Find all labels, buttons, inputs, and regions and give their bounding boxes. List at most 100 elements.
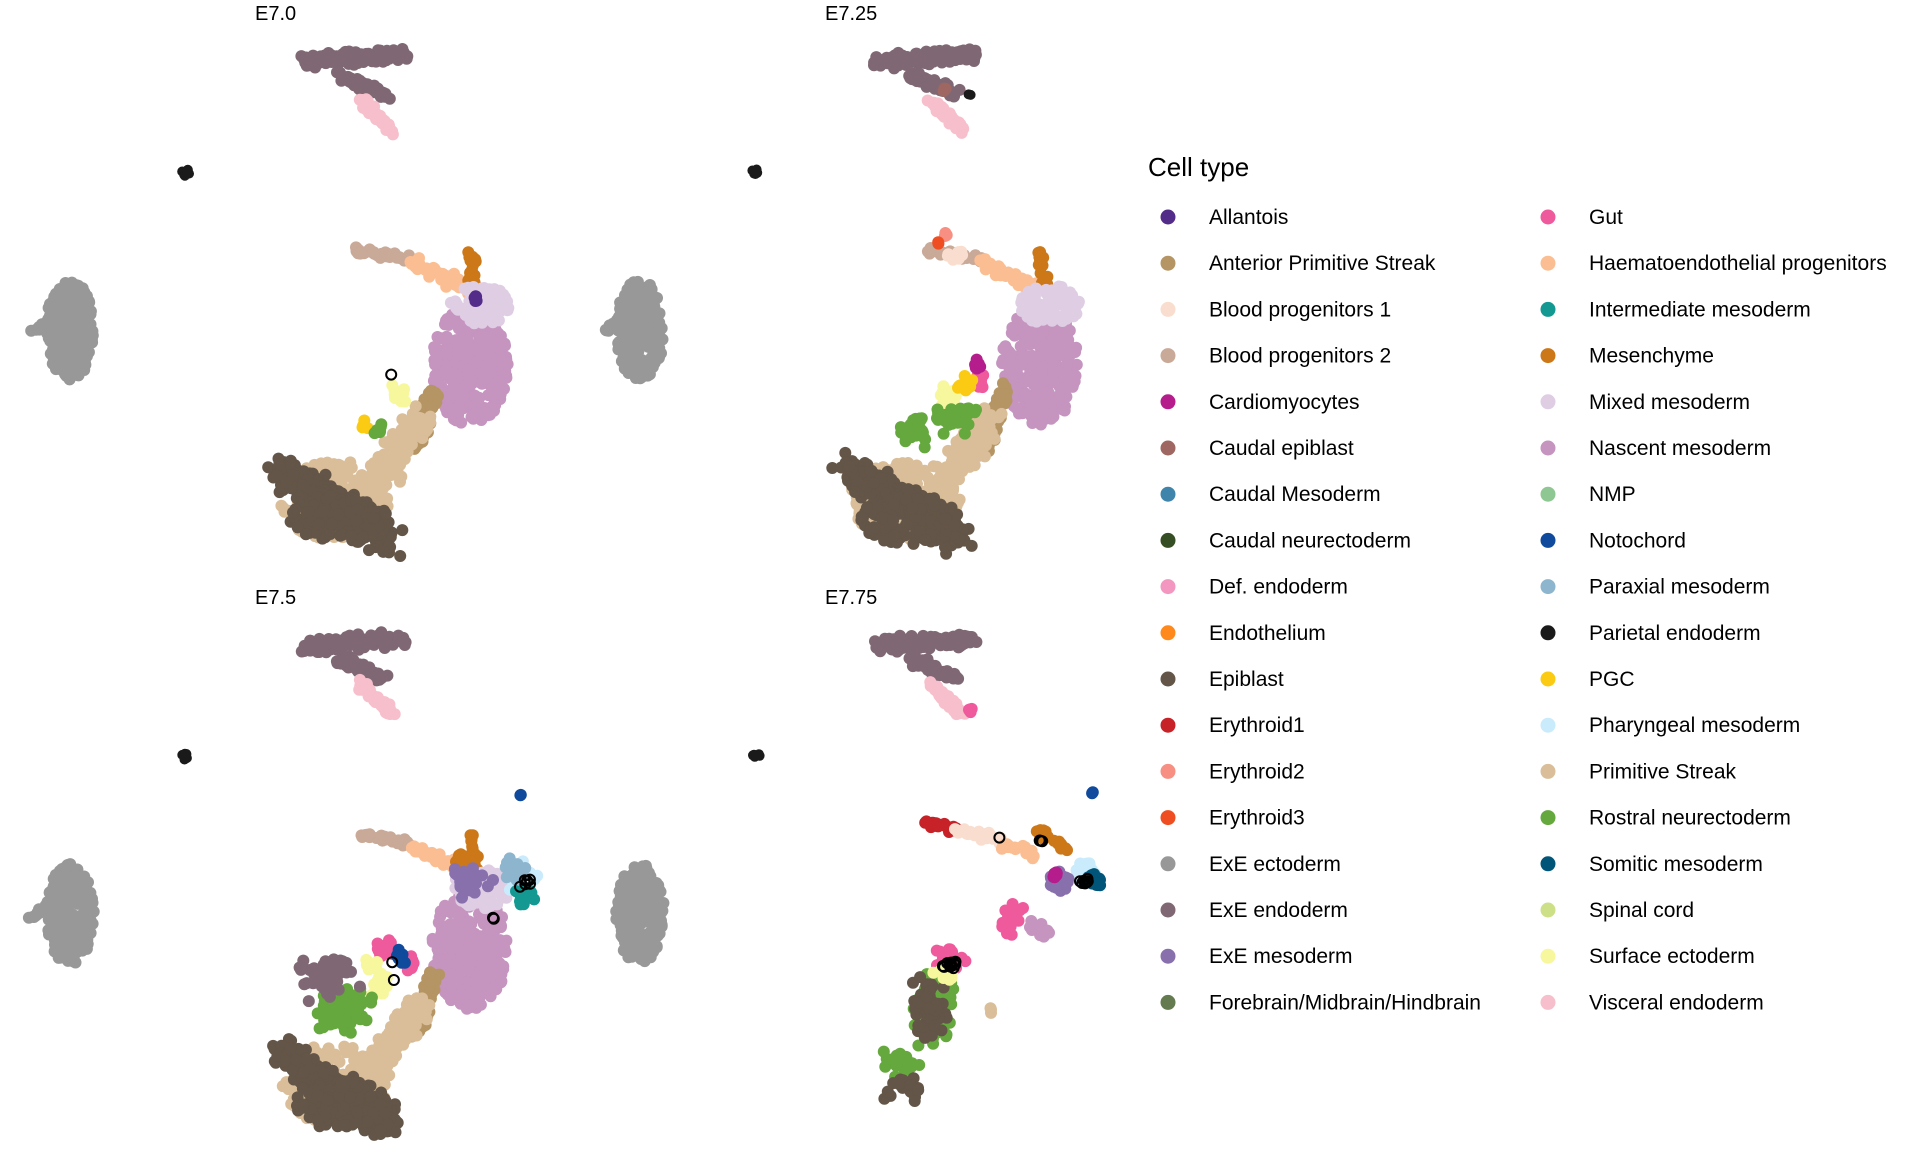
scatter-point xyxy=(277,502,290,515)
scatter-point xyxy=(1002,266,1015,279)
scatter-point xyxy=(54,299,67,312)
scatter-point xyxy=(1058,404,1071,417)
scatter-point xyxy=(326,517,338,530)
scatter-point xyxy=(932,407,945,420)
scatter-point xyxy=(446,404,459,417)
scatter-point xyxy=(501,295,514,308)
scatter-point xyxy=(435,922,448,935)
scatter-point xyxy=(67,935,80,947)
scatter-point xyxy=(1048,300,1061,313)
scatter-point xyxy=(961,382,974,395)
scatter-point xyxy=(451,303,464,316)
scatter-point xyxy=(273,458,286,471)
scatter-point xyxy=(1057,382,1070,395)
scatter-point xyxy=(411,257,424,270)
scatter-point xyxy=(283,457,296,470)
scatter-point xyxy=(297,479,310,492)
scatter-point xyxy=(54,951,67,964)
scatter-point xyxy=(997,342,1010,355)
scatter-point xyxy=(938,383,951,396)
scatter-point xyxy=(915,412,928,425)
scatter-point xyxy=(493,964,506,977)
scatter-point xyxy=(951,46,964,59)
scatter-point xyxy=(860,501,873,514)
scatter-point xyxy=(270,469,283,482)
scatter-point xyxy=(394,550,407,562)
scatter-point xyxy=(898,468,911,481)
scatter-point xyxy=(1027,378,1040,391)
scatter-point xyxy=(921,471,934,484)
scatter-point xyxy=(392,834,405,847)
scatter-point xyxy=(364,459,377,472)
scatter-point xyxy=(35,318,48,331)
panel-points xyxy=(25,43,515,562)
scatter-point xyxy=(342,72,355,85)
scatter-point xyxy=(391,430,404,442)
scatter-point xyxy=(652,352,665,365)
scatter-point xyxy=(378,451,391,464)
scatter-point xyxy=(460,1002,473,1015)
scatter-point xyxy=(386,459,398,471)
scatter-point xyxy=(332,508,345,521)
scatter-point xyxy=(1010,320,1023,333)
scatter-point xyxy=(902,431,915,444)
scatter-point xyxy=(347,654,360,667)
scatter-point xyxy=(72,304,85,317)
scatter-point xyxy=(48,347,61,360)
scatter-point xyxy=(476,912,489,925)
scatter-point xyxy=(377,115,390,128)
scatter-point xyxy=(394,475,406,488)
scatter-point xyxy=(466,829,479,842)
scatter-point xyxy=(444,275,457,288)
scatter-point xyxy=(1043,338,1056,351)
scatter-point xyxy=(963,89,974,100)
scatter-point xyxy=(998,397,1011,410)
scatter-point xyxy=(1066,376,1079,389)
scatter-point xyxy=(346,52,359,65)
scatter-point xyxy=(368,84,381,97)
scatter-point xyxy=(367,246,380,259)
scatter-point xyxy=(75,913,88,926)
scatter-point xyxy=(969,433,982,446)
scatter-point xyxy=(1047,376,1060,389)
scatter-point xyxy=(960,410,973,422)
scatter-point xyxy=(646,361,659,374)
scatter-point xyxy=(498,382,510,395)
scatter-point xyxy=(944,407,957,420)
scatter-point xyxy=(379,507,392,520)
scatter-point xyxy=(58,886,71,899)
scatter-point xyxy=(907,537,920,550)
scatter-point xyxy=(982,431,994,444)
scatter-point xyxy=(1003,356,1015,369)
scatter-point xyxy=(81,328,94,341)
scatter-point xyxy=(919,534,932,546)
scatter-point xyxy=(634,372,647,385)
scatter-point xyxy=(928,499,941,512)
scatter-point xyxy=(495,304,508,317)
scatter-point xyxy=(992,411,1005,424)
scatter-point xyxy=(1034,349,1047,362)
scatter-point xyxy=(1030,315,1043,328)
scatter-point xyxy=(942,444,955,457)
scatter-point xyxy=(299,56,312,69)
scatter-point xyxy=(324,490,337,502)
scatter-point xyxy=(380,54,393,67)
scatter-point xyxy=(649,304,661,317)
scatter-point xyxy=(488,283,501,296)
scatter-point xyxy=(997,377,1009,390)
highlight-point xyxy=(385,368,398,381)
scatter-point xyxy=(356,94,369,106)
scatter-point xyxy=(924,244,937,257)
scatter-point xyxy=(59,920,72,933)
scatter-point xyxy=(177,749,188,760)
scatter-point xyxy=(888,529,901,542)
scatter-point xyxy=(372,470,385,483)
scatter-point xyxy=(645,341,658,354)
scatter-point xyxy=(887,498,900,511)
scatter-point xyxy=(973,449,986,462)
scatter-point xyxy=(599,323,612,336)
scatter-point xyxy=(476,401,489,414)
scatter-point xyxy=(355,636,368,649)
scatter-point xyxy=(369,491,382,504)
scatter-point xyxy=(479,348,492,361)
